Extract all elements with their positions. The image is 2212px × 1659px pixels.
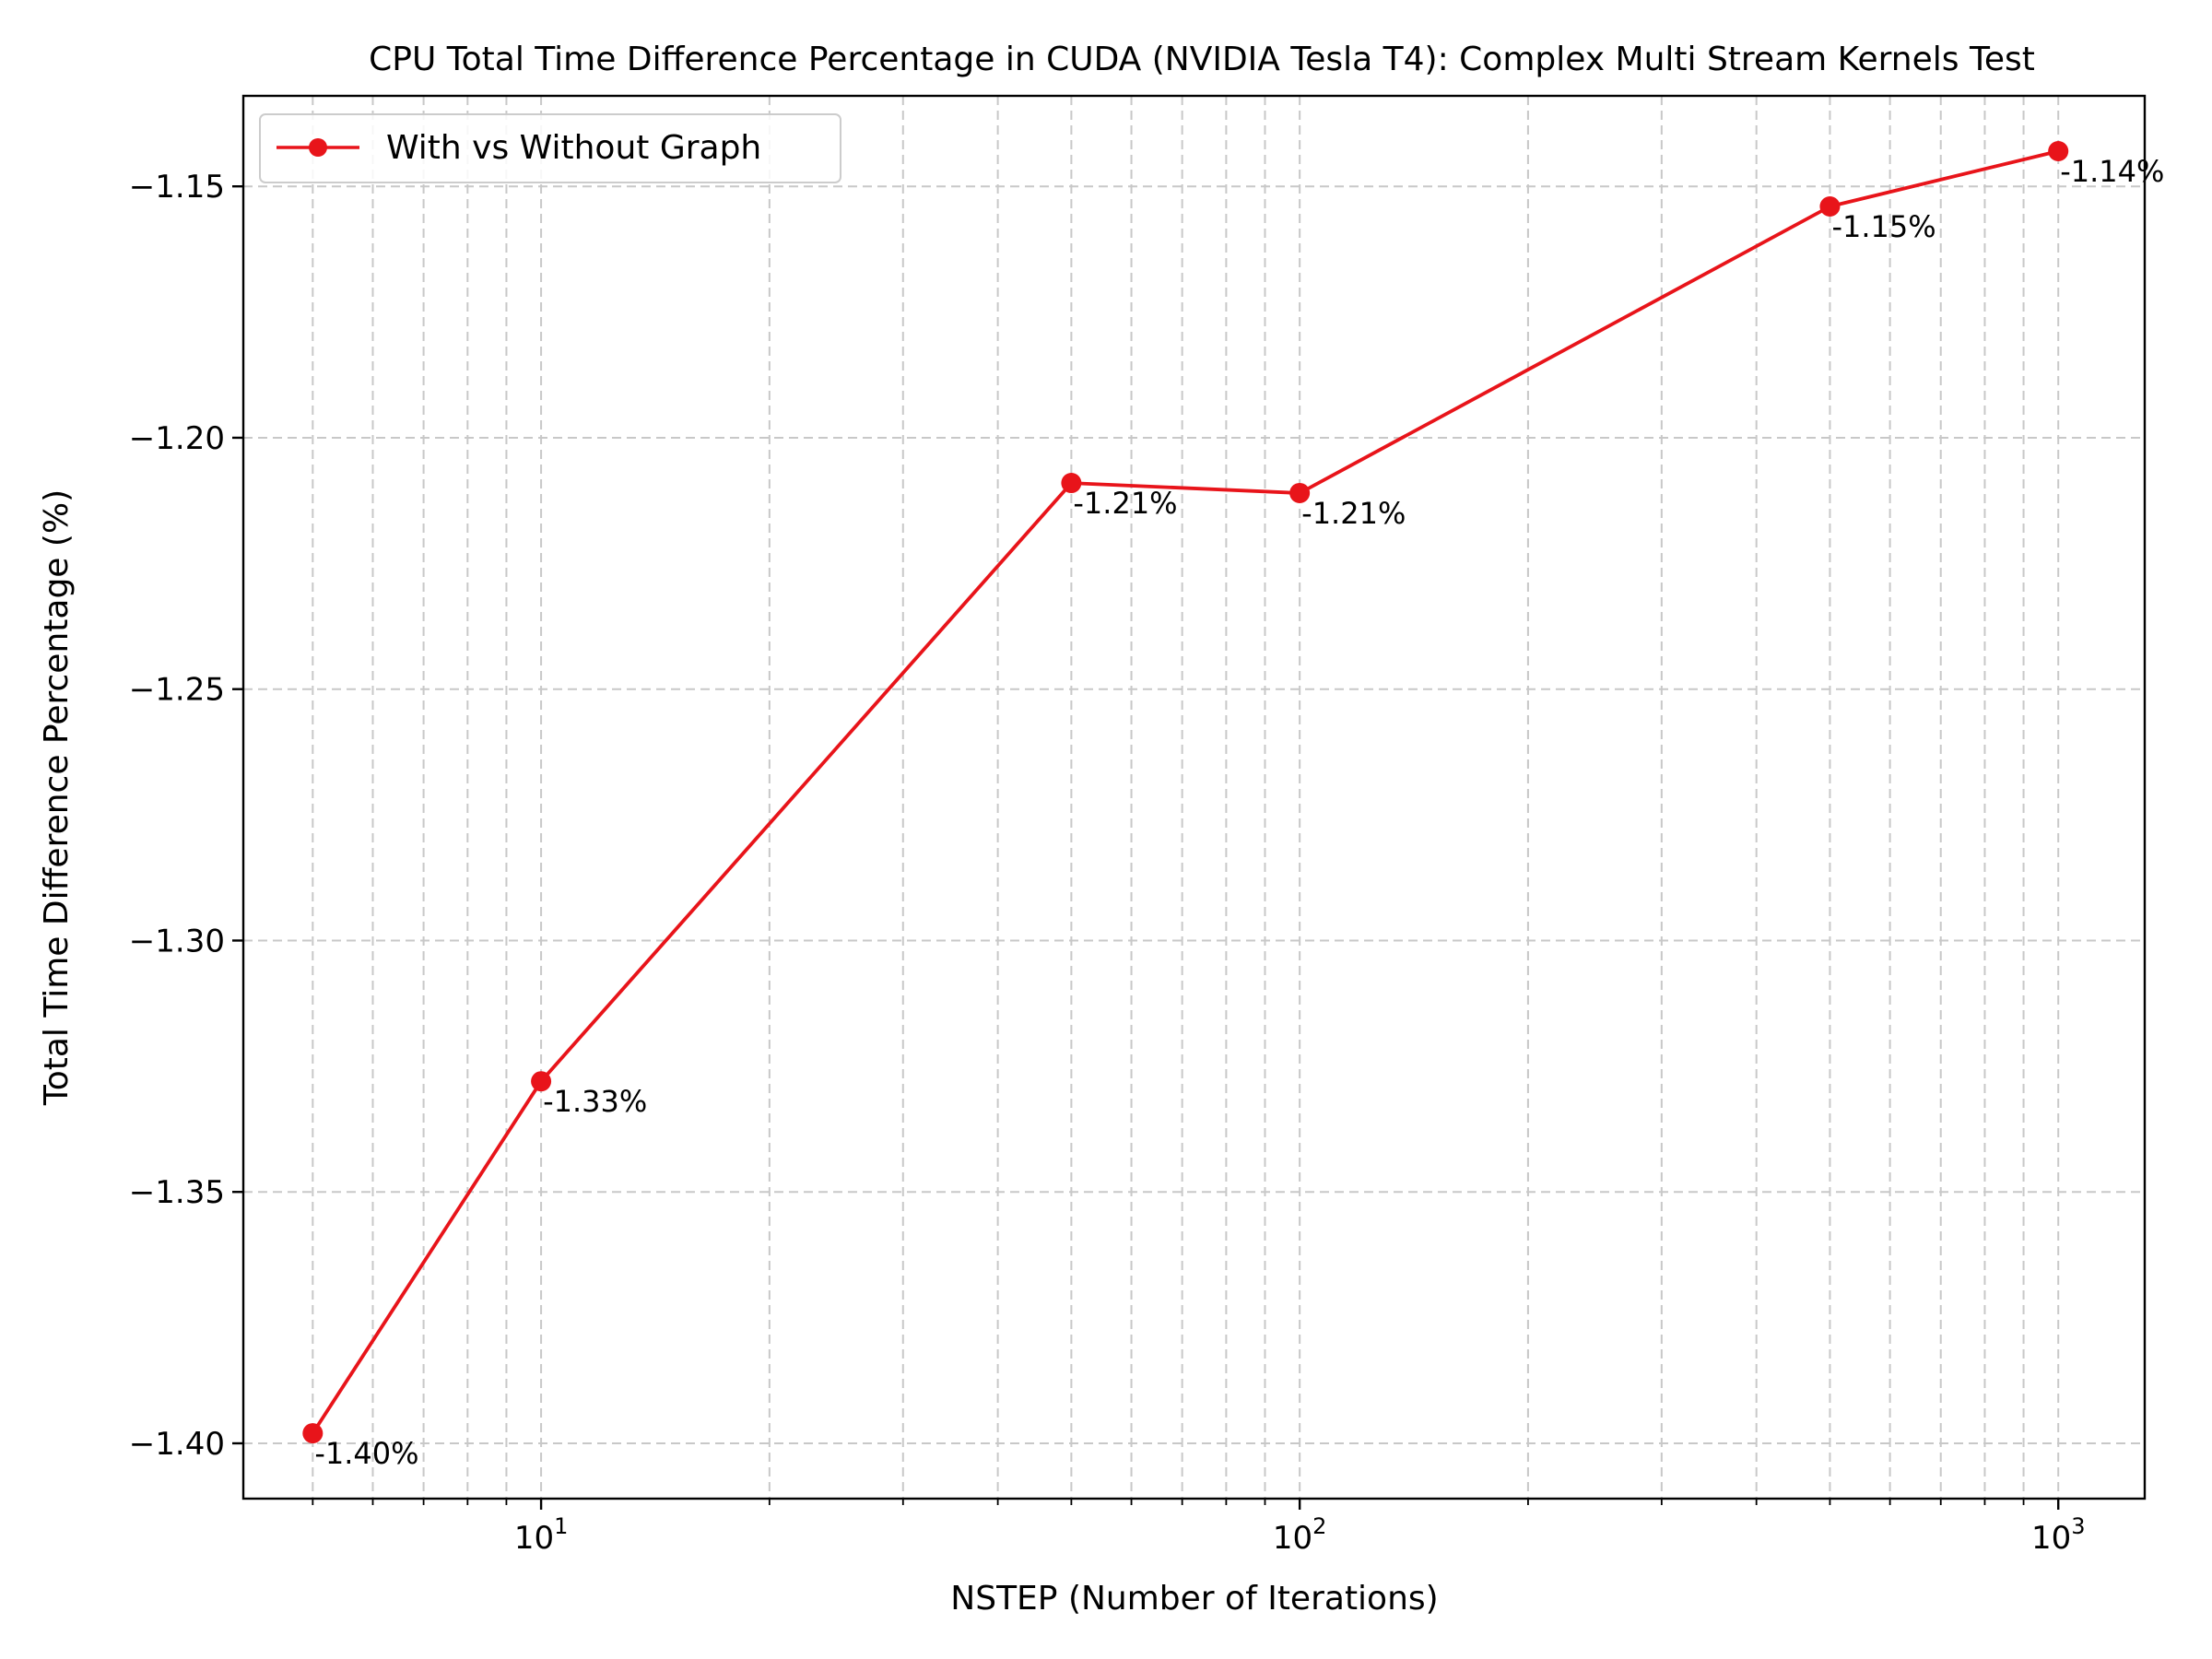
y-tick-label: −1.35 bbox=[129, 1174, 225, 1211]
y-tick-label: −1.20 bbox=[129, 420, 225, 457]
x-tick-label: 102 bbox=[1273, 1513, 1327, 1557]
x-axis-label: NSTEP (Number of Iterations) bbox=[950, 1580, 1438, 1618]
series-layer: -1.40% -1.33% -1.21% -1.21% -1.15% -1.14% bbox=[302, 141, 2164, 1471]
plot-frame bbox=[241, 94, 2147, 1500]
data-label: -1.21% bbox=[1301, 496, 1406, 531]
grid-lines bbox=[243, 96, 2145, 1499]
y-tick-label: −1.25 bbox=[129, 672, 225, 709]
y-tick-label: −1.15 bbox=[129, 169, 225, 206]
data-label: -1.40% bbox=[314, 1436, 418, 1471]
data-point bbox=[2048, 141, 2069, 162]
y-axis-label: Total Time Difference Percentage (%) bbox=[38, 489, 76, 1106]
data-label: -1.21% bbox=[1073, 486, 1177, 521]
data-point bbox=[1061, 473, 1082, 494]
y-tick-label: −1.30 bbox=[129, 923, 225, 959]
data-point bbox=[1289, 482, 1311, 503]
series-line bbox=[311, 149, 2059, 1435]
y-tick-label: −1.40 bbox=[129, 1426, 225, 1463]
data-point bbox=[1819, 196, 1841, 218]
x-tick-label: 103 bbox=[2031, 1513, 2086, 1557]
data-point bbox=[302, 1423, 324, 1444]
x-tick-label: 101 bbox=[514, 1513, 569, 1557]
axis-ticks: 101 102 103 −1.40 −1.35 −1.30 −1.25 −1.20 −1.15 bbox=[129, 169, 2086, 1557]
data-label: -1.33% bbox=[543, 1084, 647, 1119]
data-point bbox=[531, 1071, 552, 1092]
legend-marker-swatch bbox=[309, 138, 327, 157]
chart-title: CPU Total Time Difference Percentage in … bbox=[369, 41, 2035, 78]
data-label: -1.14% bbox=[2060, 154, 2164, 189]
data-label: -1.15% bbox=[1831, 209, 1936, 244]
legend: With vs Without Graph bbox=[259, 113, 841, 183]
legend-box bbox=[259, 113, 841, 183]
legend-entry-label: With vs Without Graph bbox=[386, 129, 761, 167]
